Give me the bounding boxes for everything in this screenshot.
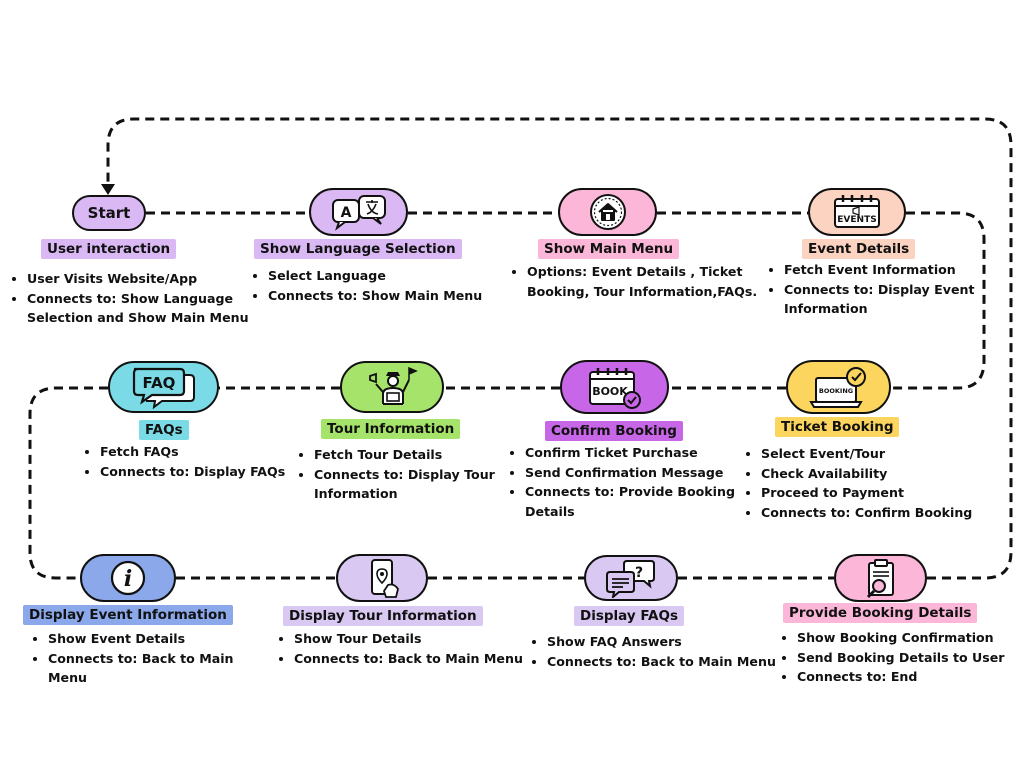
label-faqs: FAQs [139,420,189,440]
list-item: Connects to: Back to Main Menu [294,649,534,669]
bullets-display-tour-information: Show Tour Details Connects to: Back to M… [276,629,534,668]
list-item: Connects to: Confirm Booking [761,503,991,523]
label-tour-information: Tour Information [321,419,461,439]
translate-icon: A [331,195,386,231]
bullets-confirm-booking: Confirm Ticket Purchase Send Confirmatio… [507,443,755,521]
confirm-booking-node: BOOK [560,360,669,414]
provide-booking-node [834,554,927,602]
list-item: Connects to: End [797,667,1024,687]
connector-faqs-display-event [28,386,108,580]
list-item: Show FAQ Answers [547,632,787,652]
label-display-tour-information: Display Tour Information [283,606,483,626]
start-node: Start [72,195,146,231]
ticket-booking-node: BOOKING [786,360,891,414]
list-item: Select Event/Tour [761,444,991,464]
booking-icon-text: BOOKING [818,387,852,395]
bullets-show-language-selection: Select Language Connects to: Show Main M… [250,266,498,305]
label-show-main-menu: Show Main Menu [538,239,680,259]
display-faqs-node: ? [584,555,678,601]
list-item: Connects to: Display Event Information [784,280,999,319]
bullets-user-interaction: User Visits Website/App Connects to: Sho… [9,269,263,328]
clipboard-search-icon [866,559,894,599]
laptop-booking-icon: BOOKING [808,367,866,408]
connector-event-ticket [891,211,986,390]
bullets-tour-information: Fetch Tour Details Connects to: Display … [296,445,514,504]
list-item: Select Language [268,266,498,286]
list-item: Connects to: Show Language Selection and… [27,289,263,328]
arrowhead-to-start [101,184,115,195]
faq-icon-text: FAQ [142,374,175,392]
list-item: Check Availability [761,464,991,484]
label-display-faqs: Display FAQs [574,606,684,626]
list-item: Connects to: Show Main Menu [268,286,498,306]
bullets-event-details: Fetch Event Information Connects to: Dis… [766,260,999,319]
label-event-details: Event Details [802,239,916,259]
display-event-node: i [80,554,176,602]
faqs-node: FAQ [108,361,219,413]
label-show-language-selection: Show Language Selection [254,239,462,259]
event-details-node: EVENTS [808,188,906,236]
bullets-display-event-information: Show Event Details Connects to: Back to … [30,629,248,688]
bullets-faqs: Fetch FAQs Connects to: Display FAQs [82,442,300,481]
list-item: Connects to: Back to Main Menu [48,649,248,688]
list-item: Show Booking Confirmation [797,628,1024,648]
events-icon-text: EVENTS [837,215,876,225]
question-icon-text: ? [635,565,643,581]
list-item: Confirm Ticket Purchase [525,443,755,463]
list-item: Send Booking Details to User [797,648,1024,668]
bullets-display-faqs: Show FAQ Answers Connects to: Back to Ma… [529,632,787,671]
list-item: Fetch Tour Details [314,445,514,465]
list-item: Send Confirmation Message [525,463,755,483]
info-icon-text: i [124,566,132,592]
label-display-event-information: Display Event Information [23,605,233,625]
bullets-provide-booking-details: Show Booking Confirmation Send Booking D… [779,628,1024,687]
main-menu-node [558,188,657,236]
book-calendar-icon: BOOK [588,368,641,409]
label-user-interaction: User interaction [41,239,177,259]
tour-info-node [340,361,444,413]
display-tour-node [336,554,428,602]
bullets-ticket-booking: Select Event/Tour Check Availability Pro… [743,444,991,522]
connector-booking-return [106,117,1013,580]
list-item: Fetch FAQs [100,442,300,462]
list-item: Show Tour Details [294,629,534,649]
list-item: User Visits Website/App [27,269,263,289]
home-icon [589,194,626,230]
label-ticket-booking: Ticket Booking [775,417,900,437]
phone-map-icon [371,559,399,598]
label-confirm-booking: Confirm Booking [545,421,683,441]
faq-bubble-icon: FAQ [132,367,195,409]
list-item: Connects to: Display FAQs [100,462,300,482]
question-chat-icon: ? [606,560,655,598]
list-item: Connects to: Back to Main Menu [547,652,787,672]
list-item: Connects to: Display Tour Information [314,465,514,504]
list-item: Show Event Details [48,629,248,649]
language-node: A [309,188,408,236]
list-item: Proceed to Payment [761,483,991,503]
bullets-show-main-menu: Options: Event Details , Ticket Booking,… [509,262,772,301]
list-item: Fetch Event Information [784,260,999,280]
tour-guide-icon [369,366,418,405]
start-node-text: Start [87,204,131,222]
events-calendar-icon: EVENTS [834,195,880,228]
list-item: Options: Event Details , Ticket Booking,… [527,262,772,301]
book-icon-text: BOOK [592,385,628,398]
list-item: Connects to: Provide Booking Details [525,482,755,521]
svg-text:A: A [340,205,351,221]
info-icon: i [110,560,146,596]
label-provide-booking-details: Provide Booking Details [783,603,978,623]
